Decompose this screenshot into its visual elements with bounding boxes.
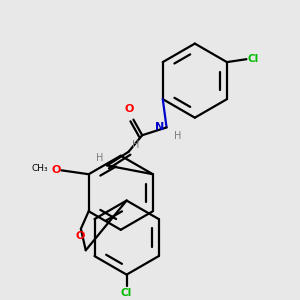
- Text: N: N: [155, 122, 165, 132]
- Text: CH₃: CH₃: [31, 164, 48, 173]
- Text: Cl: Cl: [121, 288, 132, 298]
- Text: O: O: [125, 104, 134, 114]
- Text: O: O: [51, 165, 60, 175]
- Text: H: H: [174, 131, 182, 141]
- Text: H: H: [96, 154, 103, 164]
- Text: H: H: [133, 140, 140, 150]
- Text: Cl: Cl: [248, 54, 259, 64]
- Text: O: O: [75, 231, 85, 241]
